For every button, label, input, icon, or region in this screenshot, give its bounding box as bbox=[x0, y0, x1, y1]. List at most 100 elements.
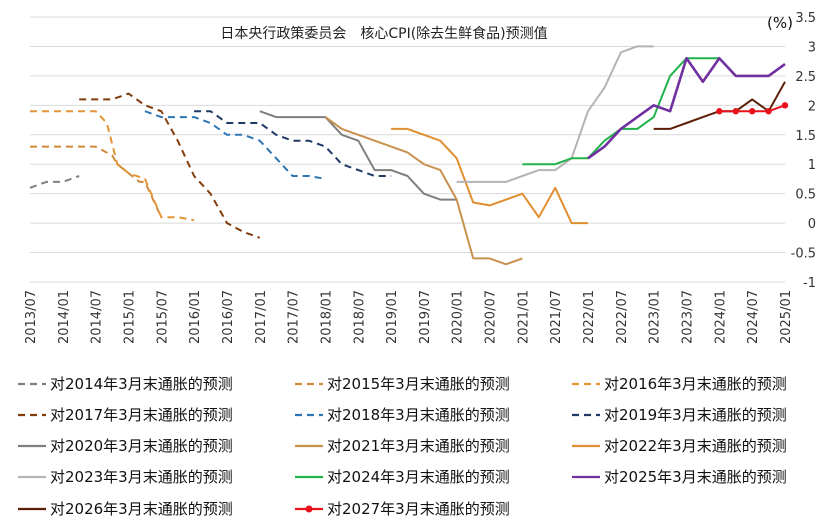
series-line bbox=[324, 116, 523, 266]
x-tick-label: 2020/01 bbox=[451, 290, 466, 344]
legend-marker bbox=[305, 505, 313, 513]
x-tick-label: 2014/01 bbox=[57, 290, 72, 344]
series-9 bbox=[391, 127, 588, 225]
series-lines bbox=[29, 45, 789, 266]
legend-item: 对2023年3月末通胀的预测 bbox=[18, 468, 233, 486]
legend-label: 对2025年3月末通胀的预测 bbox=[604, 468, 787, 486]
legend-label: 对2026年3月末通胀的预测 bbox=[50, 500, 233, 518]
legend-item: 对2018年3月末通胀的预测 bbox=[295, 406, 510, 424]
series-line bbox=[30, 110, 195, 222]
x-tick-label: 2015/07 bbox=[155, 290, 170, 344]
series-line bbox=[194, 110, 392, 177]
x-tick-label: 2020/07 bbox=[484, 290, 499, 344]
y-axis-ticks: -1 -0.5 0 0.5 1 1.5 2 2.5 3 3.5 bbox=[791, 11, 816, 291]
x-tick-label: 2018/01 bbox=[319, 290, 334, 344]
x-tick-label: 2024/07 bbox=[746, 290, 761, 344]
y-tick-label: 1 bbox=[808, 158, 816, 173]
series-12 bbox=[587, 56, 786, 160]
legend-label: 对2016年3月末通胀的预测 bbox=[604, 375, 787, 393]
y-tick-label: 2 bbox=[808, 99, 816, 114]
x-tick-label: 2017/01 bbox=[254, 290, 269, 344]
x-tick-label: 2017/07 bbox=[287, 290, 302, 344]
data-point bbox=[732, 108, 739, 115]
legend-label: 对2014年3月末通胀的预测 bbox=[50, 375, 233, 393]
series-11 bbox=[522, 57, 720, 166]
series-1 bbox=[29, 175, 80, 189]
series-7 bbox=[259, 110, 457, 201]
y-tick-label: 3.5 bbox=[795, 11, 816, 26]
series-8 bbox=[324, 116, 523, 266]
legend-item: 对2022年3月末通胀的预测 bbox=[572, 437, 787, 455]
series-line bbox=[29, 175, 80, 189]
series-line bbox=[456, 45, 654, 183]
legend-label: 对2019年3月末通胀的预测 bbox=[604, 406, 787, 424]
x-tick-label: 2015/01 bbox=[122, 290, 137, 344]
x-tick-label: 2022/01 bbox=[582, 290, 597, 344]
legend-item: 对2026年3月末通胀的预测 bbox=[18, 500, 233, 518]
x-tick-label: 2023/01 bbox=[648, 290, 663, 344]
x-tick-label: 2021/01 bbox=[516, 290, 531, 344]
legend: 对2014年3月末通胀的预测 对2015年3月末通胀的预测 对2016年3月末通胀的… bbox=[18, 375, 787, 518]
series-2 bbox=[30, 145, 163, 218]
data-point bbox=[748, 108, 756, 115]
y-tick-label: 0 bbox=[808, 217, 816, 232]
legend-item: 对2025年3月末通胀的预测 bbox=[572, 468, 787, 486]
x-axis-ticks: 2013/07 2014/01 2014/07 2015/01 2015/07 2016/… bbox=[24, 290, 794, 344]
x-tick-label: 2016/01 bbox=[188, 290, 203, 344]
x-tick-label: 2022/07 bbox=[615, 290, 630, 344]
legend-label: 对2022年3月末通胀的预测 bbox=[604, 437, 787, 455]
legend-label: 对2023年3月末通胀的预测 bbox=[50, 468, 233, 486]
legend-label: 对2020年3月末通胀的预测 bbox=[50, 437, 233, 455]
series-14 bbox=[716, 102, 789, 115]
series-6 bbox=[194, 110, 392, 177]
legend-item: 对2015年3月末通胀的预测 bbox=[295, 375, 510, 393]
gridlines bbox=[30, 16, 785, 283]
y-axis-unit: (%) bbox=[767, 14, 793, 32]
series-line bbox=[144, 110, 326, 180]
legend-item: 对2014年3月末通胀的预测 bbox=[18, 375, 233, 393]
legend-label: 对2024年3月末通胀的预测 bbox=[327, 468, 510, 486]
legend-item: 对2016年3月末通胀的预测 bbox=[572, 375, 787, 393]
series-4 bbox=[79, 92, 261, 239]
y-tick-label: 3 bbox=[808, 40, 816, 55]
series-line bbox=[391, 127, 588, 225]
chart-title: 日本央行政策委员会 核心CPI(除去生鲜食品)预测值 bbox=[220, 25, 547, 42]
series-line bbox=[259, 110, 457, 201]
data-point bbox=[716, 108, 723, 115]
legend-item: 对2019年3月末通胀的预测 bbox=[572, 406, 787, 424]
y-tick-label: -1 bbox=[803, 276, 816, 291]
x-tick-label: 2021/07 bbox=[549, 290, 564, 344]
y-tick-label: 2.5 bbox=[795, 70, 816, 85]
x-tick-label: 2014/07 bbox=[90, 290, 105, 344]
legend-item: 对2021年3月末通胀的预测 bbox=[295, 437, 510, 455]
legend-label: 对2027年3月末通胀的预测 bbox=[327, 500, 510, 518]
legend-item: 对2027年3月末通胀的预测 bbox=[295, 500, 510, 518]
legend-label: 对2015年3月末通胀的预测 bbox=[327, 375, 510, 393]
x-tick-label: 2018/07 bbox=[352, 290, 367, 344]
y-tick-label: 1.5 bbox=[795, 129, 816, 144]
series-line bbox=[30, 145, 163, 218]
data-point bbox=[765, 108, 772, 115]
series-line bbox=[522, 57, 720, 166]
series-line bbox=[587, 56, 786, 160]
legend-item: 对2017年3月末通胀的预测 bbox=[18, 406, 233, 424]
x-tick-label: 2024/01 bbox=[713, 290, 728, 344]
legend-label: 对2021年3月末通胀的预测 bbox=[327, 437, 510, 455]
series-5 bbox=[144, 110, 326, 180]
y-tick-label: -0.5 bbox=[791, 247, 816, 262]
series-10 bbox=[456, 45, 654, 183]
series-line bbox=[79, 92, 261, 239]
data-point bbox=[781, 102, 789, 109]
x-tick-label: 2016/07 bbox=[221, 290, 236, 344]
legend-item: 对2020年3月末通胀的预测 bbox=[18, 437, 233, 455]
series-3 bbox=[30, 110, 195, 222]
x-tick-label: 2025/01 bbox=[779, 290, 794, 344]
x-tick-label: 2013/07 bbox=[24, 290, 39, 344]
y-tick-label: 0.5 bbox=[795, 188, 816, 203]
x-tick-label: 2019/07 bbox=[418, 290, 433, 344]
x-tick-label: 2019/01 bbox=[385, 290, 400, 344]
x-tick-label: 2023/07 bbox=[681, 290, 696, 344]
legend-label: 对2018年3月末通胀的预测 bbox=[327, 406, 510, 424]
legend-label: 对2017年3月末通胀的预测 bbox=[50, 406, 233, 424]
